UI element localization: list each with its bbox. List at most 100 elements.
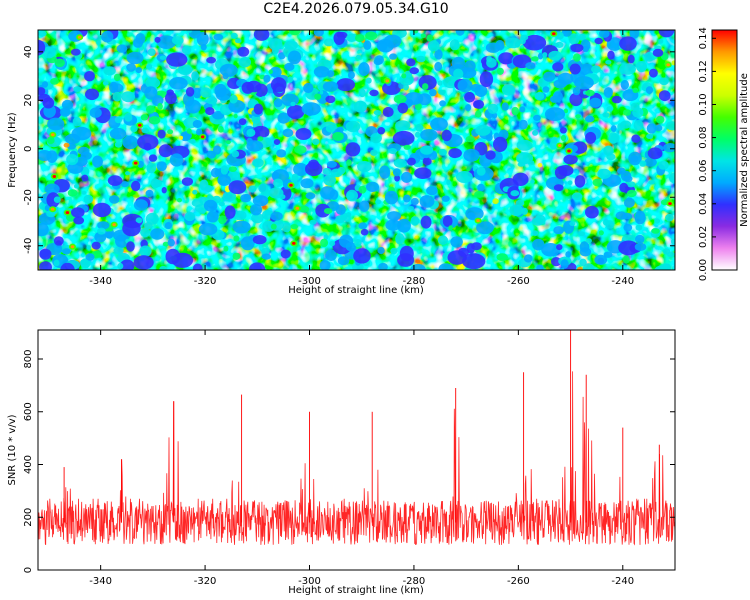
top-x-tick-label: -260 [507,276,530,287]
spectrogram-spot [533,114,541,121]
spectrogram-spot [434,49,443,60]
spectrogram-spot [429,88,437,97]
spectrogram-spot [147,48,156,56]
spectrogram-spot [426,34,433,42]
spectrogram-spot [403,194,411,203]
spectrogram-spot [475,110,482,118]
spectrogram-spot [606,153,616,161]
spectrogram-spot [313,30,324,37]
spectrogram-spot [485,150,496,160]
spectrogram-spot [373,58,383,66]
spectrogram-spot [191,71,200,81]
spectrogram-spot [196,32,209,46]
spectrogram-spot [379,165,391,179]
spectrogram-spot [352,263,364,270]
spectrogram-spot [42,46,56,59]
spectrogram-spot [314,93,322,100]
spectrogram-spot [465,135,475,143]
spectrogram-spot [248,185,257,193]
spectrogram-spot [633,119,644,131]
spectrogram-spot [442,215,453,227]
spectrogram-spot [655,124,663,132]
spectrogram-spot [622,212,632,220]
spectrogram-spot [126,51,144,65]
spectrogram-spot [172,36,184,45]
spectrogram-spot [53,259,60,267]
spectrogram-spot [261,253,271,260]
spectrogram-spot [363,40,372,50]
spectrogram-spot [71,207,85,218]
spectrogram-spot [531,56,539,62]
spectrogram-spot [602,219,610,226]
spectrogram-spot [290,224,299,230]
spectrogram-spot [420,129,438,141]
spectrogram-spot [225,140,231,145]
colorbar-tick-label: 0.08 [698,126,709,148]
spectrogram-spot [639,160,647,167]
spectrogram-spot [358,62,370,77]
spectrogram-spot [146,63,153,70]
top-y-tick-label: -40 [23,238,34,254]
spectrogram-spot [559,127,567,134]
spectrogram-spot [73,184,79,189]
spectrogram-spot [346,189,358,202]
top-x-tick-label: -280 [403,276,426,287]
spectrogram-spot [200,209,206,214]
spectrogram-spot [96,40,102,45]
spectrogram-spot [560,259,569,269]
spectrogram-spot [591,65,601,73]
spectrogram-spot [102,81,109,86]
spectrogram-peak-core [200,135,205,139]
spectrogram-peak-core [138,123,142,127]
spectrogram-spot [81,174,89,182]
top-y-tick-label: 20 [23,94,34,107]
spectrogram-spot [130,125,138,133]
spectrogram-spot [133,255,154,270]
spectrogram-spot [455,30,465,36]
spectrogram-spot [303,82,314,94]
spectrogram-spot [476,221,494,235]
spectrogram-spot [198,223,218,236]
spectrogram-spot [253,103,264,115]
spectrogram-spot [268,69,273,74]
spectrogram-spot [541,243,560,257]
spectrogram-spot [323,38,334,47]
spectrogram-spot [323,208,333,214]
spectrogram-spot [273,139,281,145]
spectrogram-spot [230,32,238,40]
spectrogram-spot [232,210,247,221]
spectrogram-spot [92,202,111,218]
spectrogram-spot [603,266,609,270]
snr-plot: -340 -320 -300 -280 -260 -240 0 200 400 600 800 H… [7,329,676,596]
spectrogram-spot [219,63,238,77]
spectrogram-spot [157,129,166,139]
spectrogram-spot [620,79,629,90]
spectrogram-spot [191,199,204,208]
spectrogram-spot [395,233,405,245]
spectrogram-spot [167,238,175,247]
spectrogram-spot [594,254,608,265]
spectrogram-spot [261,176,267,182]
spectrogram-peak-core [77,35,82,39]
spectrogram-spot [109,127,127,140]
spectrogram-spot [325,95,336,104]
spectrogram-spot [487,103,499,115]
spectrogram-spot [486,55,492,63]
spectrogram-spot [287,76,294,83]
spectrogram-spot [53,196,61,203]
spectrogram-spot [465,104,472,112]
spectrogram-spot [237,46,250,57]
spectrogram-spot [623,223,633,232]
spectrogram-spot [576,266,583,270]
spectrogram-spot [471,242,482,251]
spectrogram-spot [671,60,675,66]
spectrogram-spot [655,115,665,124]
spectrogram-spot [408,206,414,211]
spectrogram-spot [397,218,411,233]
spectrogram-spot [529,160,535,165]
spectrogram-spot [203,199,218,212]
spectrogram-spot [92,155,103,168]
spectrogram-spot [496,67,504,75]
spectrogram-spot [269,66,282,78]
spectrogram-spot [232,252,241,260]
